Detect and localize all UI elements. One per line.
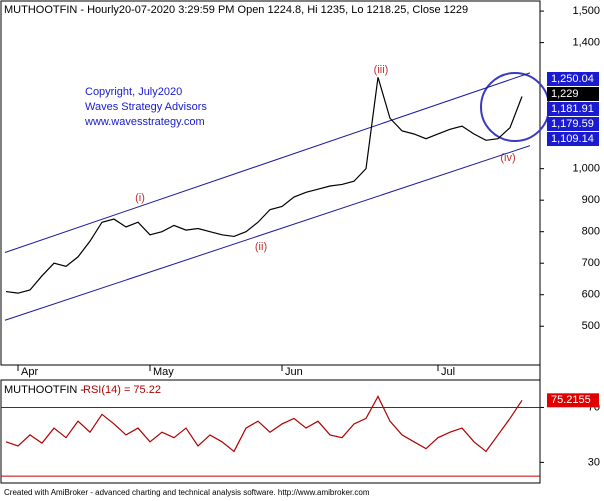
y-tick-label: 900	[582, 194, 600, 206]
price-box	[547, 87, 599, 101]
note: Copyright, July2020	[85, 86, 182, 98]
wave-label: (i)	[135, 192, 145, 204]
y-tick-label: 1,400	[572, 37, 600, 49]
y-tick-label: 30	[588, 456, 600, 468]
x-tick-label: Apr	[21, 366, 38, 378]
y-tick-label: 1,000	[572, 163, 600, 175]
channel-line	[4, 72, 531, 253]
y-tick-label: 600	[582, 289, 600, 301]
channel-line	[4, 145, 531, 321]
price-box	[547, 132, 599, 146]
series-line	[5, 395, 523, 453]
y-tick-label: 500	[582, 320, 600, 332]
series-line	[5, 77, 523, 294]
y-tick-label: 700	[582, 257, 600, 269]
price-box-label: 1,250.04	[551, 73, 594, 85]
x-tick-label: Jun	[285, 366, 303, 378]
price-box	[547, 72, 599, 86]
price-box	[547, 117, 599, 131]
last-value-label: 75.2155	[551, 394, 591, 406]
last-value-box	[547, 393, 599, 408]
price-box-label: 1,179.59	[551, 118, 594, 130]
rsi-title: MUTHOOTFIN -	[4, 384, 84, 396]
x-tick-label: May	[153, 366, 174, 378]
price-box-label: 1,181.91	[551, 103, 594, 115]
note: Waves Strategy Advisors	[85, 101, 207, 113]
footer: Created with AmiBroker - advanced charti…	[4, 488, 370, 497]
price-box-label: 1,229	[551, 88, 579, 100]
note: www.wavesstrategy.com	[84, 116, 205, 128]
wave-label: (iii)	[374, 64, 389, 76]
price-box-label: 1,109.14	[551, 133, 594, 145]
price-box	[547, 102, 599, 116]
wave-label: (ii)	[255, 241, 267, 253]
y-tick-label: 800	[582, 226, 600, 238]
wave-label: (iv)	[500, 152, 515, 164]
rsi-subtitle: RSI(14) = 75.22	[83, 384, 161, 396]
x-tick-label: Jul	[441, 366, 455, 378]
y-tick-label: 1,500	[572, 5, 600, 17]
chart-title: MUTHOOTFIN - Hourly20-07-2020 3:29:59 PM…	[4, 4, 468, 16]
